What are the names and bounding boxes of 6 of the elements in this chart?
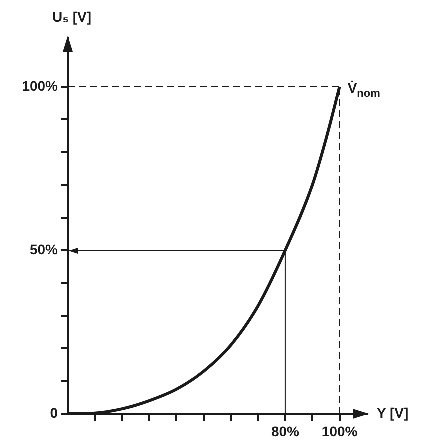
y-tick-label: 100% xyxy=(22,78,59,94)
y-axis-title: U₅ [V] xyxy=(52,8,92,25)
x-axis-title: Y [V] xyxy=(377,404,409,421)
x-tick-label: 80% xyxy=(271,423,300,440)
y-tick-label: 50% xyxy=(30,241,59,258)
y-tick-label: 0 xyxy=(50,404,58,421)
